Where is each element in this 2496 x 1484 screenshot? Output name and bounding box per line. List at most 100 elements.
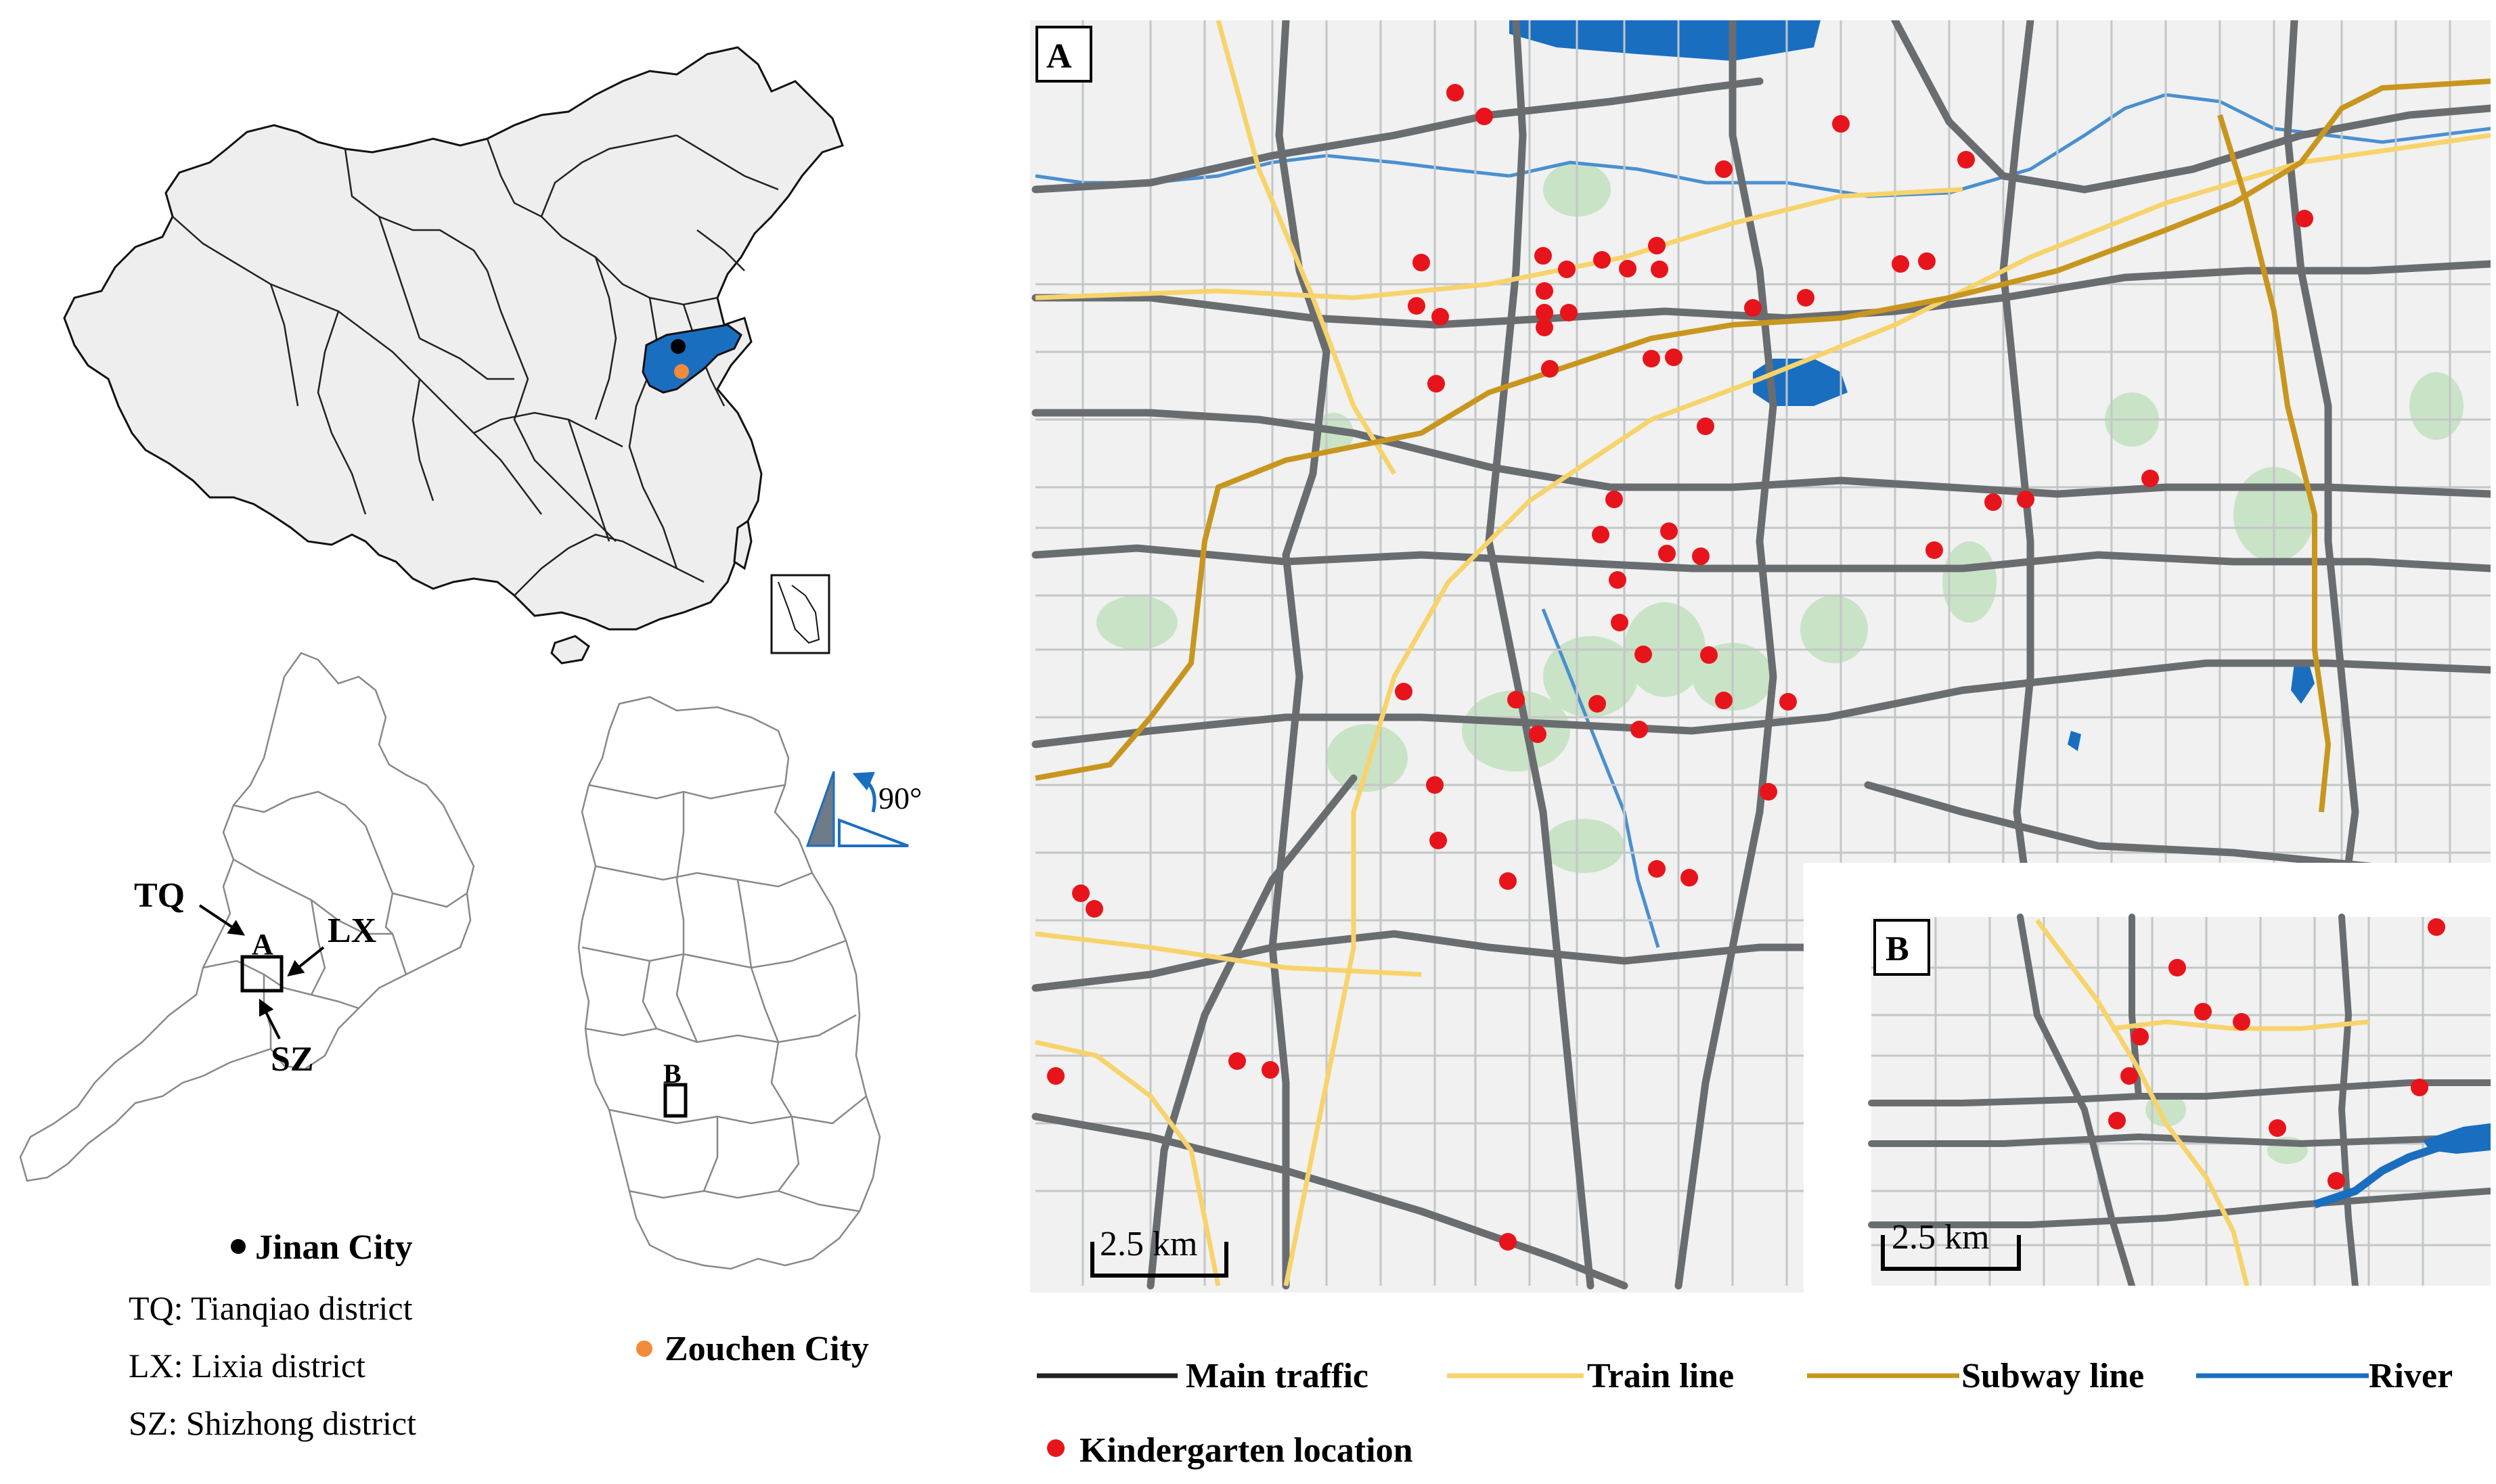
legend-kindergarten-label: Kindergarten location <box>1079 1431 1413 1470</box>
panel-b-scale-label: 2.5 km <box>1892 1218 1989 1257</box>
panel-b-kindergarten-point-10 <box>2327 1172 2345 1190</box>
map-legend: Main traffic Train line Subway line Rive… <box>1037 1357 2453 1470</box>
panel-a-label: A <box>1046 37 1072 76</box>
panel-a-kindergarten-point-8 <box>1534 247 1552 265</box>
main-roads <box>1031 20 2491 1290</box>
rotation-arrow-icon <box>852 771 876 813</box>
legend-train-line-label: Train line <box>1587 1357 1734 1395</box>
legend-lx: LX: Lixia district <box>129 1347 365 1385</box>
arrow-tq <box>198 904 245 936</box>
rotation-triangle-icon <box>805 771 835 847</box>
study-area-b-box <box>663 1083 688 1118</box>
panel-a-kindergarten-point-31 <box>2017 491 2034 508</box>
panel-a-kindergarten-point-2 <box>1475 108 1493 125</box>
shandong-province <box>642 323 742 394</box>
panel-a-scale-bar <box>1090 1242 1228 1278</box>
panel-a-kindergarten-point-14 <box>1536 282 1553 300</box>
panel-a-kindergarten-point-12 <box>1648 237 1666 254</box>
china-overview-map <box>63 46 844 665</box>
panel-a-kindergarten-point-22 <box>1892 255 1909 273</box>
panel-a-kindergarten-point-18 <box>1408 297 1425 315</box>
panel-a-kindergarten-point-39 <box>1611 614 1628 631</box>
panel-b-kindergarten-point-4 <box>2233 1013 2250 1031</box>
panel-a-kindergarten-point-5 <box>1957 151 1975 168</box>
panel-a-kindergarten-point-36 <box>1692 547 1710 565</box>
legend-kindergarten-dot <box>1047 1439 1065 1457</box>
legend-tq: TQ: Tianqiao district <box>129 1289 413 1327</box>
panel-a-kindergarten-point-28 <box>1697 418 1714 435</box>
panel-b-kindergarten-point-2 <box>2168 959 2186 976</box>
jinan-box-label: A <box>252 928 273 961</box>
panel-a-kindergarten-point-57 <box>1047 1067 1065 1085</box>
panel-a-kindergarten-point-47 <box>1630 721 1648 738</box>
panel-a-kindergarten-point-60 <box>1499 1233 1517 1251</box>
subway-lines <box>1035 78 2491 813</box>
panel-a-scale-label: 2.5 km <box>1100 1225 1197 1263</box>
jinan-legend-city: Jinan City <box>255 1228 413 1267</box>
panel-a-kindergarten-point-38 <box>1609 571 1626 589</box>
panel-b-kindergarten-point-7 <box>2411 1079 2428 1096</box>
panel-a-kindergarten-point-58 <box>1228 1052 1246 1070</box>
tq-label: TQ <box>134 876 185 915</box>
panel-a-kindergarten-point-15 <box>1536 304 1553 321</box>
panel-a-kindergarten-point-52 <box>1648 860 1666 878</box>
panel-a-kindergarten-point-4 <box>1715 160 1733 178</box>
rotation-label: 90° <box>878 781 922 815</box>
panel-a-kindergarten-point-13 <box>1651 261 1668 278</box>
panel-a-kindergarten-point-32 <box>1605 491 1623 508</box>
legend-subway-line-label: Subway line <box>1961 1357 2144 1395</box>
panel-a-kindergarten-point-46 <box>1779 693 1797 711</box>
panel-a-kindergarten-point-19 <box>1431 308 1449 325</box>
panel-a-kindergarten-point-42 <box>1395 683 1412 700</box>
panel-a-kindergarten-point-24 <box>1541 360 1559 378</box>
panel-b-kindergarten-point-3 <box>2194 1003 2212 1020</box>
panel-a-kindergarten-point-44 <box>1588 695 1606 713</box>
zouchen-outline <box>577 696 881 1270</box>
zouchen-marker <box>674 364 689 379</box>
panel-a-kindergarten-point-34 <box>1660 522 1678 540</box>
arrow-sz <box>259 998 281 1039</box>
panel-a-kindergarten-point-30 <box>1984 493 2002 511</box>
panel-a-kindergarten-point-59 <box>1262 1061 1279 1079</box>
minor-roads <box>1035 20 2491 1286</box>
panel-a-kindergarten-point-41 <box>1700 646 1718 664</box>
panel-a-kindergarten-point-53 <box>1680 869 1698 886</box>
panel-b-kindergarten-point-8 <box>2108 1112 2126 1129</box>
panel-a-kindergarten-point-51 <box>1429 832 1447 849</box>
taiwan-island <box>733 519 753 570</box>
panel-a-kindergarten-point-7 <box>1412 254 1430 271</box>
zouchen-township-borders <box>581 784 867 1213</box>
panel-a-kindergarten-point-20 <box>1744 299 1762 317</box>
panel-a-kindergarten-point-6 <box>2296 210 2313 227</box>
study-area-a-box <box>240 955 284 993</box>
hainan-island <box>550 635 590 665</box>
panel-a-kindergarten-point-10 <box>1593 251 1611 269</box>
jinan-district-borders <box>202 790 468 1049</box>
panel-a-kindergarten-point-29 <box>2141 470 2159 487</box>
arrow-lx <box>287 946 325 976</box>
panel-a-kindergarten-point-17 <box>1560 304 1578 321</box>
panel-b-kindergarten-point-9 <box>2269 1119 2286 1137</box>
panel-b-scale-bar <box>1881 1235 2021 1271</box>
panel-b-kindergarten-point-1 <box>2428 918 2445 936</box>
panel-a-kindergarten-point-23 <box>1918 252 1936 270</box>
zouchen-box-label: B <box>663 1058 682 1089</box>
legend-sz: SZ: Shizhong district <box>129 1404 416 1442</box>
jinan-city-map: A TQ LX SZ Jinan City TQ: Tianqiao distr… <box>19 652 475 1442</box>
jinan-outline <box>19 652 475 1182</box>
panel-b-label: B <box>1886 930 1909 968</box>
sz-label: SZ <box>271 1040 314 1079</box>
legend-main-traffic-label: Main traffic <box>1186 1357 1368 1395</box>
panel-a-kindergarten-point-43 <box>1507 691 1525 709</box>
panel-a-kindergarten-point-40 <box>1634 646 1652 663</box>
panel-a-kindergarten-point-56 <box>1086 900 1103 918</box>
jinan-legend-dot <box>231 1239 246 1254</box>
zouchen-legend-dot <box>636 1341 652 1357</box>
panel-a-kindergarten-point-16 <box>1536 319 1553 336</box>
zouchen-city-map: B 90° Zouchen City <box>577 696 922 1368</box>
kindergarten-points-b <box>2108 918 2445 1190</box>
panel-a-kindergarten-point-35 <box>1658 545 1676 562</box>
zouchen-legend-city: Zouchen City <box>665 1330 869 1368</box>
panel-b-kindergarten-point-5 <box>2131 1028 2149 1045</box>
panel-a-kindergarten-point-25 <box>1643 350 1660 367</box>
